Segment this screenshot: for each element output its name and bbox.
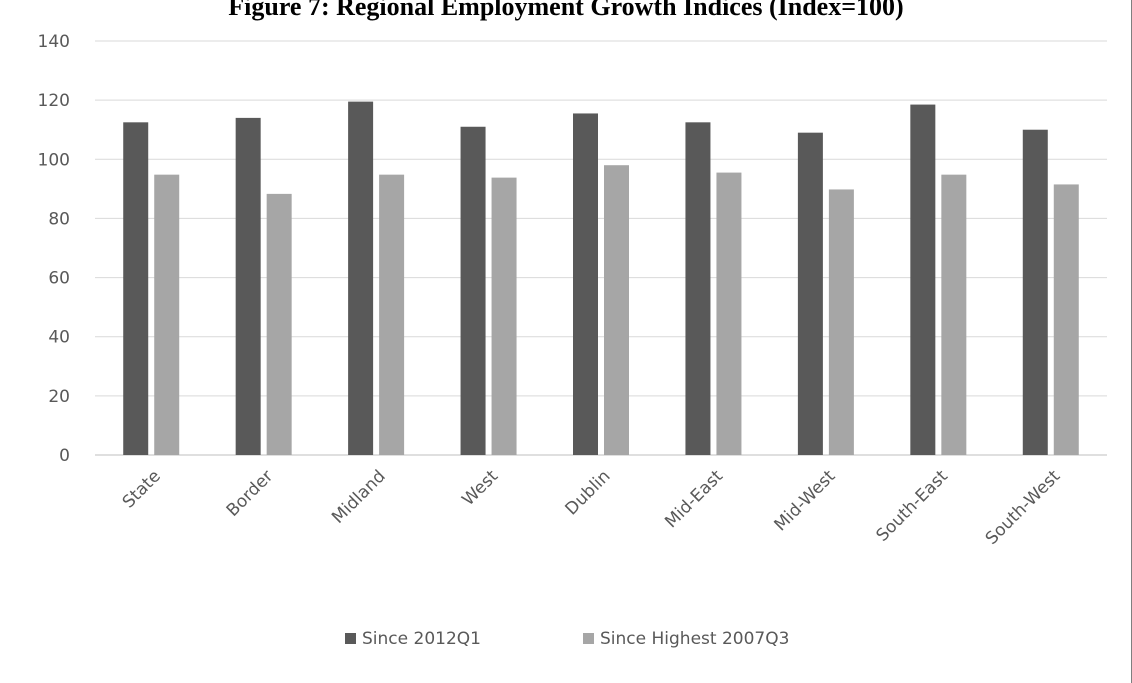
bar-since-highest-2007q3 [941,174,967,456]
bar-since-2012q1 [910,104,936,455]
y-tick-label: 80 [48,209,70,229]
legend-swatch [345,633,356,644]
x-axis-tick-labels: State Border Midland West Dublin Mid-East Mid-… [119,466,1065,549]
x-tick-label: South-West [982,466,1065,549]
bar-since-2012q1 [460,126,486,455]
bar-since-highest-2007q3 [266,193,292,456]
bar-since-highest-2007q3 [1053,184,1079,455]
bar-since-highest-2007q3 [716,172,742,456]
y-tick-label: 20 [48,387,70,407]
y-tick-label: 40 [48,328,70,348]
bar-since-2012q1 [685,122,711,456]
bar-since-highest-2007q3 [154,174,180,456]
bar-since-highest-2007q3 [828,189,854,455]
x-tick-label: Dublin [562,466,615,519]
y-tick-label: 120 [38,91,70,111]
y-tick-label: 60 [48,269,70,289]
y-tick-label: 0 [59,446,70,466]
bar-since-2012q1 [348,101,374,455]
bar-since-highest-2007q3 [379,174,405,456]
x-tick-label: Mid-East [661,466,727,532]
bar-since-2012q1 [797,132,823,455]
legend-swatch [583,633,594,644]
x-tick-label: Mid-West [771,466,840,535]
bar-since-highest-2007q3 [604,165,629,455]
bar-since-2012q1 [235,117,261,455]
x-tick-label: Border [223,466,277,520]
y-tick-label: 140 [38,32,70,52]
legend: Since 2012Q1 Since Highest 2007Q3 [345,629,789,649]
x-tick-label: West [458,466,502,510]
gridlines [95,40,1107,456]
bar-since-highest-2007q3 [491,177,517,455]
bars [123,101,1079,456]
chart-title: Figure 7: Regional Employment Growth Ind… [228,0,904,21]
bar-since-2012q1 [573,113,598,455]
bar-since-2012q1 [1022,129,1048,455]
x-tick-label: South-East [873,466,953,546]
x-tick-label: Midland [328,466,389,527]
y-axis-tick-labels: 0 20 40 60 80 100 120 140 [38,32,70,466]
legend-label: Since 2012Q1 [362,629,481,649]
x-tick-label: State [119,466,165,512]
bar-since-2012q1 [123,122,149,456]
y-tick-label: 100 [38,150,70,170]
legend-label: Since Highest 2007Q3 [600,629,789,649]
